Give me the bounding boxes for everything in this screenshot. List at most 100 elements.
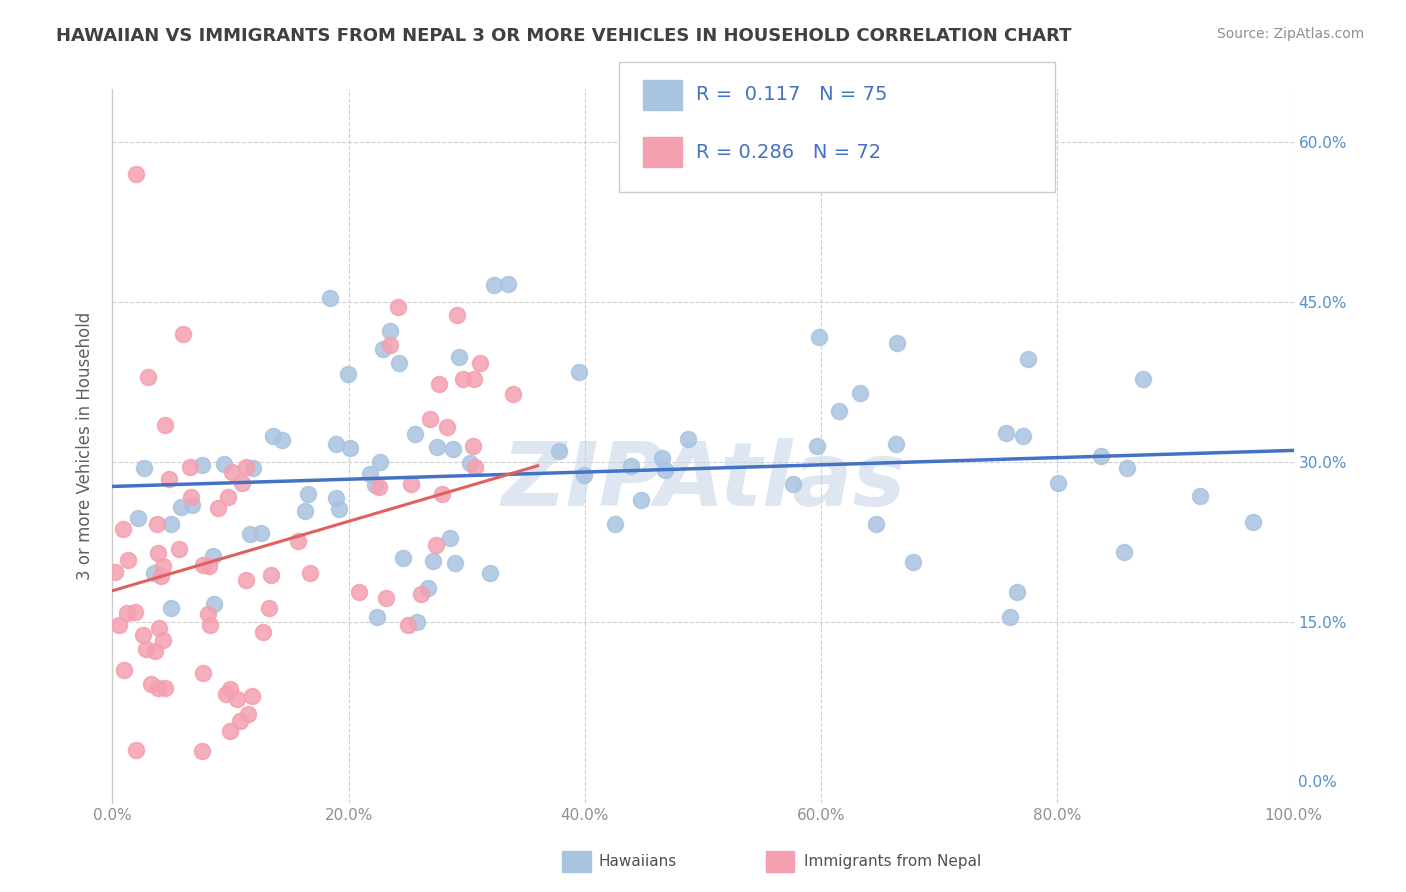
Point <box>441 442 464 457</box>
Text: Hawaiians: Hawaiians <box>599 855 678 869</box>
Point <box>387 300 409 314</box>
Point <box>249 525 271 540</box>
Point <box>202 597 225 611</box>
Point <box>172 327 194 342</box>
Point <box>112 663 135 677</box>
Point <box>347 585 370 599</box>
Point <box>239 527 262 541</box>
Point <box>620 459 643 474</box>
Point <box>1005 585 1028 599</box>
Text: Source: ZipAtlas.com: Source: ZipAtlas.com <box>1216 27 1364 41</box>
Point <box>375 591 398 605</box>
Point <box>160 517 183 532</box>
Point <box>157 472 180 486</box>
Point <box>221 465 243 479</box>
Point <box>134 461 156 475</box>
Point <box>458 457 481 471</box>
Point <box>568 365 591 379</box>
Point <box>197 607 219 621</box>
Point <box>432 487 454 501</box>
Point <box>849 386 872 401</box>
Point <box>654 463 676 477</box>
Point <box>449 350 471 364</box>
Point <box>1017 352 1039 367</box>
Point <box>148 545 170 559</box>
Point <box>404 426 426 441</box>
Point <box>155 681 177 696</box>
Point <box>180 498 202 512</box>
Point <box>444 556 467 570</box>
Point <box>125 742 148 756</box>
Point <box>425 538 447 552</box>
Point <box>828 403 851 417</box>
Point <box>366 610 388 624</box>
Point <box>380 338 402 352</box>
Point <box>287 534 309 549</box>
Point <box>112 522 135 536</box>
Point <box>226 692 249 706</box>
Point <box>325 437 347 451</box>
Point <box>336 368 359 382</box>
Point <box>419 411 441 425</box>
Point <box>270 434 292 448</box>
Point <box>179 460 201 475</box>
Point <box>148 621 170 635</box>
Point <box>806 439 828 453</box>
Point <box>135 641 157 656</box>
Point <box>463 372 485 386</box>
Point <box>1046 476 1069 491</box>
Point <box>212 457 235 471</box>
Point <box>1012 429 1035 443</box>
Point <box>411 587 433 601</box>
Point <box>886 436 908 450</box>
Point <box>319 291 342 305</box>
Point <box>108 618 131 632</box>
Point <box>368 480 391 494</box>
Point <box>328 501 350 516</box>
Point <box>202 549 225 564</box>
Point <box>439 531 461 545</box>
Point <box>297 487 319 501</box>
Point <box>191 458 214 472</box>
Point <box>180 490 202 504</box>
Point <box>995 425 1018 440</box>
Text: HAWAIIAN VS IMMIGRANTS FROM NEPAL 3 OR MORE VEHICLES IN HOUSEHOLD CORRELATION CH: HAWAIIAN VS IMMIGRANTS FROM NEPAL 3 OR M… <box>56 27 1071 45</box>
Point <box>143 643 166 657</box>
Point <box>235 459 257 474</box>
Point <box>235 573 257 587</box>
Point <box>630 492 652 507</box>
Point <box>422 554 444 568</box>
Point <box>399 477 422 491</box>
Point <box>125 168 148 182</box>
Point <box>136 369 159 384</box>
Point <box>388 356 411 370</box>
Point <box>807 330 830 344</box>
Point <box>294 503 316 517</box>
Point <box>215 687 238 701</box>
Point <box>242 461 264 475</box>
Point <box>1132 372 1154 386</box>
Point <box>359 467 381 481</box>
Point <box>191 744 214 758</box>
Point <box>339 441 361 455</box>
Point <box>392 550 415 565</box>
Point <box>152 559 174 574</box>
Point <box>153 418 176 433</box>
Point <box>651 450 673 465</box>
Point <box>169 500 191 514</box>
Point <box>217 490 239 504</box>
Point <box>298 566 321 581</box>
Point <box>219 682 242 697</box>
Point <box>574 468 596 483</box>
Y-axis label: 3 or more Vehicles in Household: 3 or more Vehicles in Household <box>76 312 94 580</box>
Point <box>1241 516 1264 530</box>
Point <box>1114 545 1136 559</box>
Point <box>229 714 252 728</box>
Point <box>260 568 283 582</box>
Point <box>159 601 181 615</box>
Point <box>191 558 214 572</box>
Text: R = 0.286   N = 72: R = 0.286 N = 72 <box>696 143 882 162</box>
Text: ZIPAtlas: ZIPAtlas <box>501 438 905 525</box>
Point <box>782 477 804 491</box>
Point <box>427 377 450 392</box>
